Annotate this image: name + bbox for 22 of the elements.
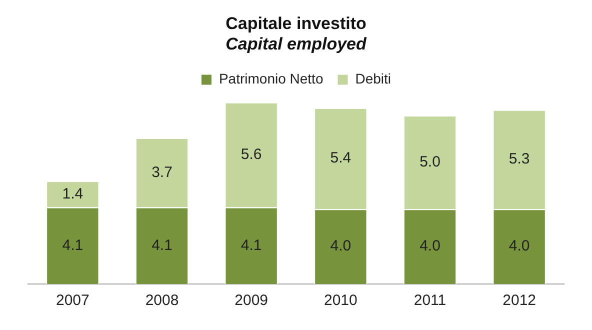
x-tick-label: 2012 <box>502 292 536 310</box>
legend-label: Debiti <box>355 70 392 87</box>
x-tick-label: 2007 <box>56 292 90 310</box>
data-label: 1.4 <box>62 185 84 202</box>
chart-subtitle: Capital employed <box>226 34 367 54</box>
data-label: 5.3 <box>508 150 530 168</box>
data-label: 5.4 <box>330 150 352 167</box>
data-label: 4.0 <box>508 238 530 255</box>
x-tick-label: 2010 <box>324 292 358 310</box>
data-label: 5.0 <box>420 153 440 170</box>
data-label: 3.7 <box>152 164 172 181</box>
data-label: 4.0 <box>420 238 440 255</box>
data-label: 4.1 <box>240 236 262 254</box>
data-label: 5.6 <box>240 146 262 163</box>
data-label: 4.0 <box>330 238 352 255</box>
chart-title: Capitale investito <box>226 14 366 33</box>
data-label: 4.1 <box>62 236 84 254</box>
legend-label: Patrimonio Netto <box>218 70 324 87</box>
data-label: 4.1 <box>152 236 172 254</box>
x-tick-label: 2008 <box>145 292 179 310</box>
x-tick-label: 2011 <box>414 292 446 310</box>
x-tick-label: 2009 <box>234 292 268 310</box>
